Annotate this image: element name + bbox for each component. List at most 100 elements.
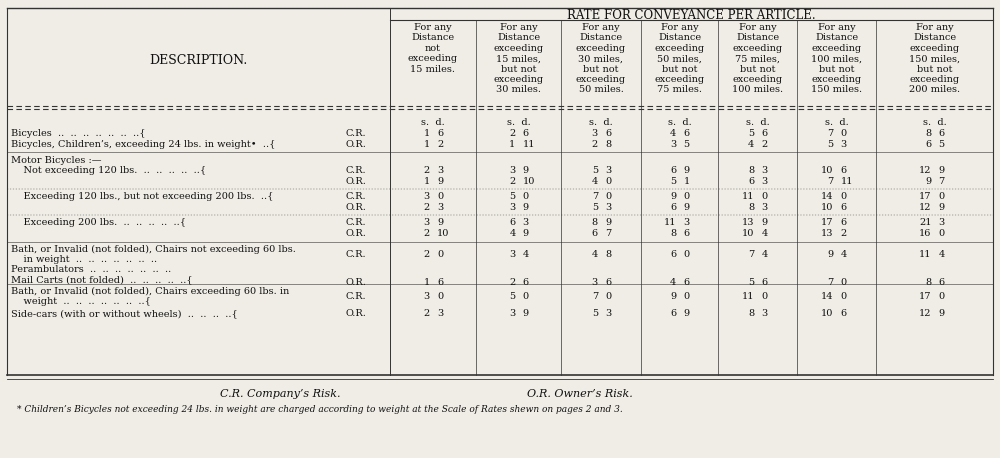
Text: 0: 0 xyxy=(522,192,529,201)
Text: 6: 6 xyxy=(670,250,676,259)
Text: in weight  ..  ..  ..  ..  ..  ..  ..: in weight .. .. .. .. .. .. .. xyxy=(11,255,157,264)
Text: DESCRIPTION.: DESCRIPTION. xyxy=(149,54,248,66)
Text: 0: 0 xyxy=(840,192,847,201)
Text: Bicycles, Children’s, exceeding 24 lbs. in weight•  ..{: Bicycles, Children’s, exceeding 24 lbs. … xyxy=(11,140,275,149)
Text: s.  d.: s. d. xyxy=(825,118,848,127)
Text: 6: 6 xyxy=(925,140,932,149)
Text: s.  d.: s. d. xyxy=(589,118,613,127)
Text: 16: 16 xyxy=(919,229,932,238)
Text: C.R.: C.R. xyxy=(346,292,367,301)
Text: 11: 11 xyxy=(919,250,932,259)
Text: 9: 9 xyxy=(437,218,443,227)
Text: C.R.: C.R. xyxy=(346,192,367,201)
Text: s.  d.: s. d. xyxy=(668,118,691,127)
Text: 5: 5 xyxy=(684,140,690,149)
Text: 0: 0 xyxy=(605,292,611,301)
Text: Bicycles  ..  ..  ..  ..  ..  ..  ..{: Bicycles .. .. .. .. .. .. ..{ xyxy=(11,129,146,138)
Text: 6: 6 xyxy=(670,166,676,175)
Text: 3: 3 xyxy=(605,309,611,318)
Text: 13: 13 xyxy=(821,229,834,238)
Text: 1: 1 xyxy=(424,129,430,138)
Text: 4: 4 xyxy=(670,129,676,138)
Text: s.  d.: s. d. xyxy=(746,118,769,127)
Text: 3: 3 xyxy=(522,218,529,227)
Text: 0: 0 xyxy=(840,292,847,301)
Text: Perambulators  ..  ..  ..  ..  ..  ..  ..: Perambulators .. .. .. .. .. .. .. xyxy=(11,265,171,274)
Text: 6: 6 xyxy=(840,218,847,227)
Text: 6: 6 xyxy=(592,229,598,238)
Text: 0: 0 xyxy=(605,177,611,186)
Text: For any
Distance
exceeding
15 miles,
but not
exceeding
30 miles.: For any Distance exceeding 15 miles, but… xyxy=(493,23,544,94)
Text: 2: 2 xyxy=(424,229,430,238)
Text: 5: 5 xyxy=(592,166,598,175)
Text: s.  d.: s. d. xyxy=(923,118,946,127)
Text: weight  ..  ..  ..  ..  ..  ..  ..{: weight .. .. .. .. .. .. ..{ xyxy=(11,297,151,306)
Text: 8: 8 xyxy=(605,140,611,149)
Text: 14: 14 xyxy=(821,292,834,301)
Text: 6: 6 xyxy=(509,218,516,227)
Text: Not exceeding 120 lbs.  ..  ..  ..  ..  ..{: Not exceeding 120 lbs. .. .. .. .. ..{ xyxy=(11,166,206,175)
Text: 6: 6 xyxy=(938,129,945,138)
Text: 5: 5 xyxy=(509,292,516,301)
Text: 0: 0 xyxy=(437,250,443,259)
Text: 8: 8 xyxy=(605,250,611,259)
Text: O.R.: O.R. xyxy=(346,140,367,149)
Text: 9: 9 xyxy=(522,309,529,318)
Text: 9: 9 xyxy=(522,229,529,238)
Text: 0: 0 xyxy=(938,229,945,238)
Text: 5: 5 xyxy=(592,309,598,318)
Text: 5: 5 xyxy=(938,140,945,149)
Text: 3: 3 xyxy=(605,166,611,175)
Text: 9: 9 xyxy=(762,218,768,227)
Text: 0: 0 xyxy=(437,192,443,201)
Text: 11: 11 xyxy=(742,292,755,301)
Text: Bath, or Invalid (not folded), Chairs exceeding 60 lbs. in: Bath, or Invalid (not folded), Chairs ex… xyxy=(11,287,289,296)
Text: 9: 9 xyxy=(684,166,690,175)
Text: 6: 6 xyxy=(670,309,676,318)
Text: 9: 9 xyxy=(938,166,945,175)
Text: 1: 1 xyxy=(424,177,430,186)
Text: 3: 3 xyxy=(762,203,768,212)
Text: 0: 0 xyxy=(684,292,690,301)
Text: 2: 2 xyxy=(592,140,598,149)
Text: 7: 7 xyxy=(748,250,755,259)
Text: 7: 7 xyxy=(592,292,598,301)
Text: 0: 0 xyxy=(684,192,690,201)
Text: 3: 3 xyxy=(509,203,516,212)
Text: 8: 8 xyxy=(748,309,755,318)
Text: 7: 7 xyxy=(938,177,945,186)
Text: Mail Carts (not folded)  ..  ..  ..  ..  ..{: Mail Carts (not folded) .. .. .. .. ..{ xyxy=(11,275,193,284)
Text: 2: 2 xyxy=(424,203,430,212)
Text: 9: 9 xyxy=(938,309,945,318)
Text: 0: 0 xyxy=(437,292,443,301)
Text: 17: 17 xyxy=(919,292,932,301)
Text: 8: 8 xyxy=(748,203,755,212)
Text: 3: 3 xyxy=(509,250,516,259)
Text: 9: 9 xyxy=(522,166,529,175)
Text: O.R.: O.R. xyxy=(346,309,367,318)
Text: 3: 3 xyxy=(762,166,768,175)
Text: 11: 11 xyxy=(664,218,676,227)
Text: Exceeding 120 lbs., but not exceeding 200 lbs.  ..{: Exceeding 120 lbs., but not exceeding 20… xyxy=(11,192,273,201)
Text: 4: 4 xyxy=(592,250,598,259)
Text: 4: 4 xyxy=(938,250,945,259)
Text: 2: 2 xyxy=(424,250,430,259)
Text: 17: 17 xyxy=(821,218,834,227)
Text: O.R.: O.R. xyxy=(346,278,367,287)
Text: 11: 11 xyxy=(840,177,853,186)
Text: 6: 6 xyxy=(605,129,611,138)
Text: 21: 21 xyxy=(919,218,932,227)
Text: 3: 3 xyxy=(437,203,443,212)
Text: 2: 2 xyxy=(509,278,516,287)
Text: 7: 7 xyxy=(827,278,834,287)
Text: 1: 1 xyxy=(684,177,690,186)
Text: 4: 4 xyxy=(592,177,598,186)
Text: O.R.: O.R. xyxy=(346,203,367,212)
Text: 3: 3 xyxy=(424,192,430,201)
Text: 9: 9 xyxy=(605,218,611,227)
Text: 6: 6 xyxy=(684,229,690,238)
Text: Side-cars (with or without wheels)  ..  ..  ..  ..{: Side-cars (with or without wheels) .. ..… xyxy=(11,309,238,318)
Text: 14: 14 xyxy=(821,192,834,201)
Text: 6: 6 xyxy=(437,129,443,138)
Text: 2: 2 xyxy=(840,229,847,238)
